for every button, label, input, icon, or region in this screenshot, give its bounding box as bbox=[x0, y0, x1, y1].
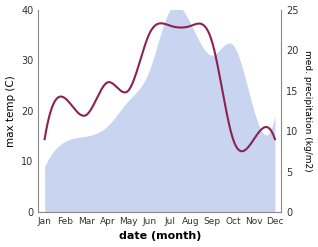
Y-axis label: med. precipitation (kg/m2): med. precipitation (kg/m2) bbox=[303, 50, 313, 172]
X-axis label: date (month): date (month) bbox=[119, 231, 201, 242]
Y-axis label: max temp (C): max temp (C) bbox=[5, 75, 16, 147]
